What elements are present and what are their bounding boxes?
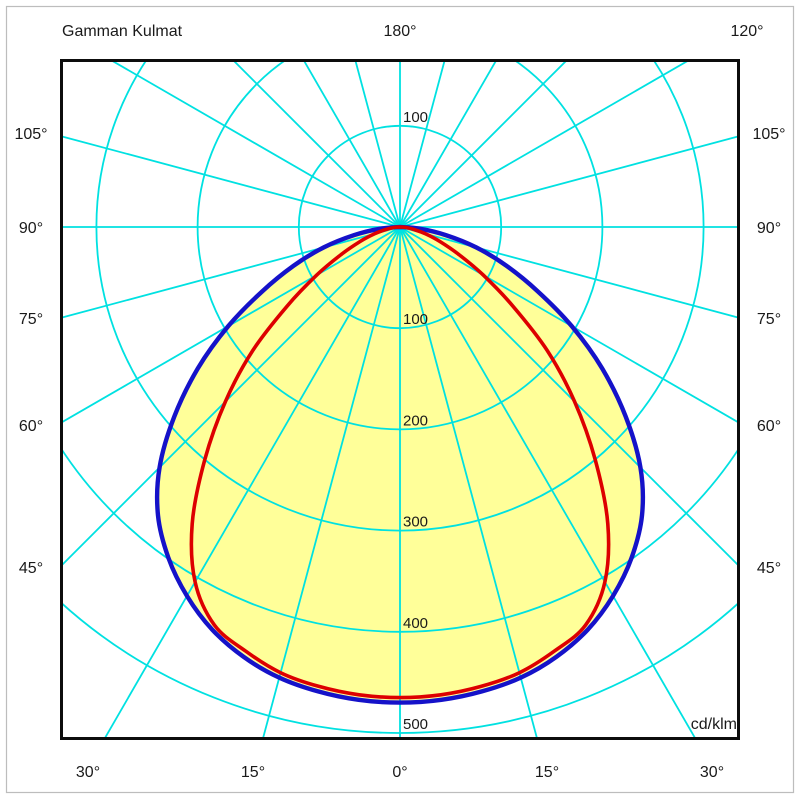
- grid-radial-line-60: [399, 226, 740, 425]
- angle-label-left-75°: 75°: [19, 311, 43, 328]
- unit-label: cd/klm: [691, 716, 737, 733]
- angle-label-bottom-0: 30°: [76, 764, 100, 781]
- grid-radial-line-330: [103, 226, 401, 739]
- grid-radial-line-45: [399, 226, 740, 569]
- chart-title: Gamman Kulmat: [62, 23, 183, 40]
- curve-c90-c270: [189, 225, 611, 700]
- angle-label-right-60°: 60°: [757, 418, 781, 435]
- top-label-180: 180°: [383, 23, 416, 40]
- grid-radial-line-300: [60, 226, 401, 425]
- grid-radial-line-75: [399, 226, 740, 320]
- angle-label-bottom-1: 15°: [241, 764, 265, 781]
- grid-radial-line-120: [399, 59, 693, 228]
- outer-frame: [5, 5, 795, 794]
- grid-radial-line-345: [261, 226, 401, 739]
- grid-radial-line-210: [301, 59, 401, 228]
- grid-radial-line-240: [107, 59, 401, 228]
- grid-radial-line-15: [399, 226, 539, 739]
- ring-label-lower-400: 400: [403, 615, 428, 632]
- chart-labels: Gamman Kulmat 180° 120° cd/klm 105° 90° 75…: [14, 23, 785, 781]
- grid-radial-line-105: [399, 134, 740, 228]
- ring-label-lower-100: 100: [403, 311, 428, 328]
- grid-radial-line-225: [230, 59, 401, 228]
- ring-label-lower-200: 200: [403, 412, 428, 429]
- angle-label-bottom-3: 15°: [535, 764, 559, 781]
- angle-label-right-105°: 105°: [752, 126, 785, 143]
- angle-label-right-90°: 90°: [757, 220, 781, 237]
- grid-radial-line-135: [399, 59, 570, 228]
- grid-radial-line-255: [60, 134, 401, 228]
- grid-radial-line-285: [60, 226, 401, 320]
- angle-label-left-60°: 60°: [19, 418, 43, 435]
- ring-label-lower-500: 500: [403, 716, 428, 733]
- plot-border: [60, 59, 740, 740]
- top-label-120: 120°: [730, 23, 763, 40]
- grid-radial-line-315: [60, 226, 401, 569]
- angle-label-left-45°: 45°: [19, 560, 43, 577]
- angle-label-left-105°: 105°: [14, 126, 47, 143]
- angle-label-bottom-4: 30°: [700, 764, 724, 781]
- curve-c0-c180: [154, 224, 646, 705]
- grid-radial-line-165: [399, 59, 446, 228]
- grid-radial-line-30: [399, 226, 697, 739]
- ring-label-upper-100: 100: [403, 109, 428, 126]
- angle-label-right-45°: 45°: [757, 560, 781, 577]
- grid-radial-line-195: [354, 59, 401, 228]
- grid-radial-line-150: [399, 59, 499, 228]
- ring-label-lower-300: 300: [403, 514, 428, 531]
- angle-label-right-75°: 75°: [757, 311, 781, 328]
- angle-label-bottom-2: 0°: [392, 764, 407, 781]
- angle-label-left-90°: 90°: [19, 220, 43, 237]
